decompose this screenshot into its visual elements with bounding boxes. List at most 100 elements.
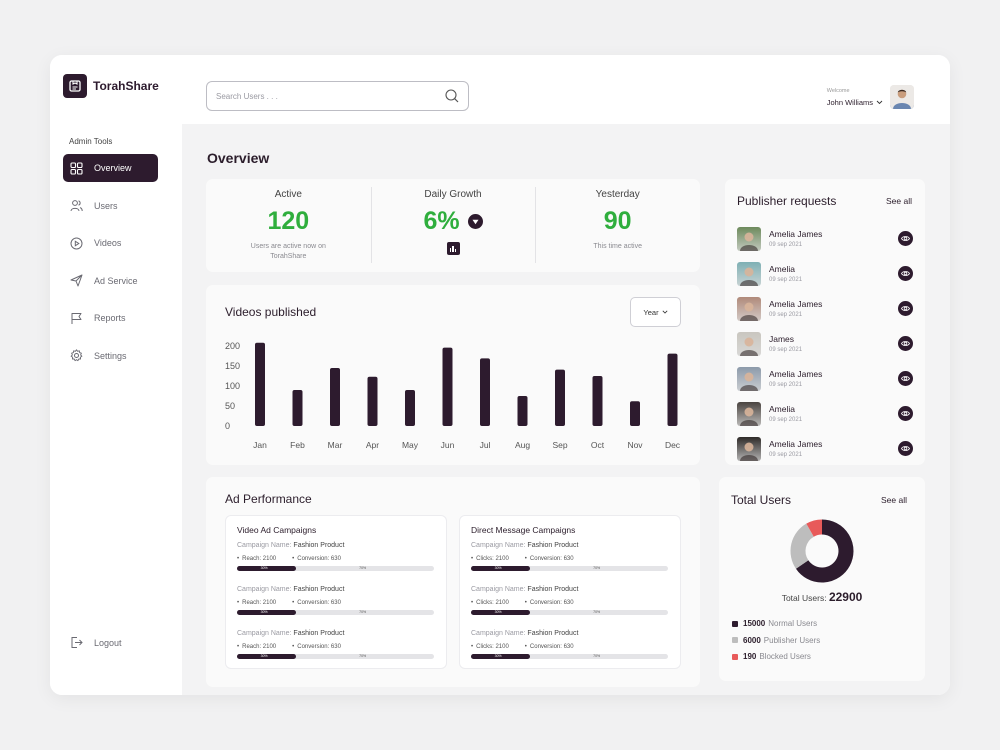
- publisher-date: 09 sep 2021: [769, 452, 803, 458]
- eye-icon[interactable]: [898, 406, 913, 421]
- campaign-name-label: Campaign Name:: [471, 586, 528, 593]
- list-item: James 09 sep 2021: [737, 326, 913, 361]
- campaign-item: Campaign Name: Fashion Product Clicks: 21…: [471, 586, 668, 615]
- sidebar-item-videos[interactable]: Videos: [63, 229, 158, 257]
- publisher-avatar[interactable]: [737, 226, 761, 251]
- publisher-avatar[interactable]: [737, 261, 761, 286]
- sidebar-item-label: Users: [94, 200, 118, 211]
- ad-performance-card: Ad Performance Video Ad Campaigns Campaig…: [206, 477, 700, 687]
- stat-active: Active 120 Users are active now on Torah…: [206, 179, 371, 272]
- sidebar-item-overview[interactable]: Overview: [63, 154, 158, 182]
- ad-title: Ad Performance: [225, 492, 312, 506]
- donut-slice: [795, 519, 854, 583]
- eye-icon[interactable]: [898, 441, 913, 456]
- see-all-link[interactable]: See all: [886, 196, 912, 206]
- logout-button[interactable]: Logout: [70, 636, 122, 649]
- sidebar-item-users[interactable]: Users: [63, 192, 158, 220]
- bar: [442, 347, 453, 426]
- x-tick-label: Oct: [591, 440, 605, 450]
- list-item: Amelia 09 sep 2021: [737, 396, 913, 431]
- campaign-progress-bar: 30% 70%: [471, 566, 668, 571]
- progress-label-done: 30%: [494, 566, 502, 570]
- search-input[interactable]: [216, 91, 445, 101]
- publisher-date: 09 sep 2021: [769, 382, 803, 388]
- campaign-name-label: Campaign Name:: [237, 586, 294, 593]
- legend-count: 15000: [743, 619, 766, 628]
- eye-icon[interactable]: [898, 301, 913, 316]
- yesterday-value: 90: [603, 207, 632, 235]
- publisher-avatar[interactable]: [737, 366, 761, 391]
- bar: [330, 368, 340, 426]
- legend-label: Blocked Users: [759, 652, 811, 661]
- x-tick-label: Aug: [515, 440, 530, 450]
- legend-count: 190: [743, 652, 757, 661]
- x-tick-label: Dec: [665, 440, 681, 450]
- campaign-progress-bar: 30% 70%: [237, 566, 434, 571]
- campaign-item: Campaign Name: Fashion Product Reach: 210…: [237, 586, 434, 615]
- book-logo-icon: [63, 74, 87, 98]
- eye-icon[interactable]: [898, 231, 913, 246]
- x-tick-label: Jul: [480, 440, 491, 450]
- sidebar-item-label: Ad Service: [94, 275, 138, 286]
- progress-label-rest: 70%: [593, 654, 601, 658]
- year-dropdown[interactable]: Year: [630, 297, 681, 327]
- videos-bar-chart: 200 150 100 50 0 Jan Feb Mar Apr May Jun Jul Aug Sep O…: [225, 341, 681, 450]
- progress-fill: [471, 610, 531, 615]
- stat-growth: Daily Growth 6%: [370, 179, 536, 272]
- eye-icon[interactable]: [898, 371, 913, 386]
- videos-title: Videos published: [225, 305, 317, 319]
- x-tick-label: Jun: [441, 440, 455, 450]
- avatar[interactable]: [890, 85, 914, 109]
- campaign-name-label: Campaign Name:: [237, 542, 294, 549]
- user-menu[interactable]: Welcome John Williams: [827, 85, 914, 109]
- see-all-link[interactable]: See all: [881, 495, 907, 505]
- logo[interactable]: TorahShare: [63, 74, 159, 98]
- legend-count: 6000: [743, 635, 761, 645]
- publisher-info: Amelia James 09 sep 2021: [769, 299, 898, 318]
- bar: [592, 376, 603, 426]
- search-icon[interactable]: [445, 89, 459, 103]
- ad-campaign-box: Video Ad Campaigns Campaign Name: Fashion…: [225, 515, 447, 669]
- campaign-progress-bar: 30% 70%: [237, 654, 434, 659]
- x-tick-label: Mar: [328, 440, 343, 450]
- publisher-info: James 09 sep 2021: [769, 334, 898, 353]
- campaign-item: Campaign Name: Fashion Product Clicks: 21…: [471, 542, 668, 571]
- users-legend: 15000 Normal Users 6000 Publisher Users 190 B…: [732, 619, 820, 669]
- stat-label: Yesterday: [595, 189, 640, 200]
- metric-conversion: Conversion: 630: [292, 644, 341, 650]
- publisher-avatar[interactable]: [737, 296, 761, 321]
- bar-chart-icon[interactable]: [446, 242, 460, 255]
- stat-value: 120: [206, 207, 371, 236]
- sidebar-item-reports[interactable]: Reports: [63, 304, 158, 332]
- progress-label-done: 30%: [260, 610, 268, 614]
- publisher-name: James: [769, 334, 795, 344]
- publisher-avatar[interactable]: [737, 331, 761, 356]
- bar: [667, 353, 678, 426]
- stat-value: 6%: [371, 207, 536, 236]
- sidebar-item-ad-service[interactable]: Ad Service: [63, 267, 158, 295]
- campaign-metrics: Reach: 2100 Conversion: 630: [237, 556, 434, 562]
- campaign-name-value: Fashion Product: [527, 630, 579, 637]
- publisher-date: 09 sep 2021: [769, 242, 803, 248]
- users-icon: [70, 200, 83, 212]
- campaign-name: Campaign Name: Fashion Product: [237, 586, 434, 593]
- eye-icon[interactable]: [898, 266, 913, 281]
- campaign-name-label: Campaign Name:: [237, 630, 294, 637]
- campaign-name-label: Campaign Name:: [471, 630, 528, 637]
- grid-icon: [70, 161, 83, 175]
- ad-box-title: Video Ad Campaigns: [237, 525, 317, 535]
- publisher-name: Amelia: [769, 404, 795, 414]
- publisher-avatar[interactable]: [737, 436, 761, 461]
- metric-conversion: Conversion: 630: [292, 556, 341, 562]
- triangle-down-icon[interactable]: [467, 214, 483, 229]
- publisher-avatar[interactable]: [737, 401, 761, 426]
- campaign-name-value: Fashion Product: [527, 586, 579, 593]
- sidebar-item-settings[interactable]: Settings: [63, 342, 158, 370]
- eye-icon[interactable]: [898, 336, 913, 351]
- total-title: Total Users: [731, 493, 792, 507]
- y-tick-label: 150: [225, 361, 240, 371]
- publisher-title: Publisher requests: [737, 194, 837, 208]
- progress-label-rest: 70%: [359, 566, 367, 570]
- campaign-name: Campaign Name: Fashion Product: [237, 630, 434, 637]
- list-item: Amelia James 09 sep 2021: [737, 291, 913, 326]
